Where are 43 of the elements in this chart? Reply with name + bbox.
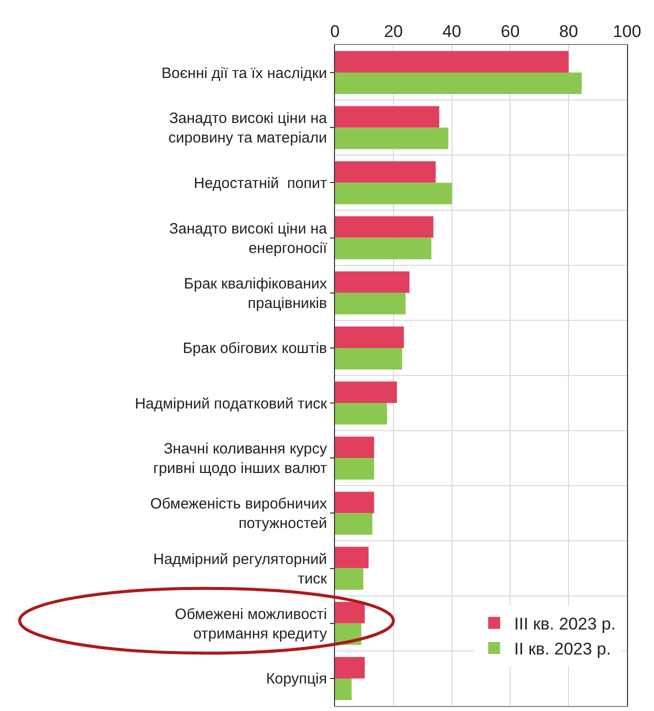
bar bbox=[335, 458, 374, 480]
legend-label: III кв. 2023 р. bbox=[514, 614, 616, 634]
bar bbox=[335, 513, 372, 535]
x-tick-label: 20 bbox=[384, 22, 403, 42]
bar bbox=[335, 656, 365, 678]
bar bbox=[335, 182, 452, 204]
bar bbox=[335, 292, 406, 314]
y-tick-label: Занадто високі ціни на сировину та матеріали bbox=[168, 110, 328, 147]
bar bbox=[335, 106, 440, 128]
y-tick-label: Надмірний податковий тиск bbox=[134, 395, 328, 412]
y-tick-label: Надмірний регуляторний тиск bbox=[153, 550, 328, 588]
bar bbox=[335, 128, 448, 150]
bar bbox=[335, 348, 402, 370]
bar bbox=[335, 161, 436, 183]
y-tick-label: Обмеженість виробничих потужностей bbox=[150, 496, 328, 532]
bar bbox=[335, 546, 369, 568]
x-tick-label: 0 bbox=[330, 22, 340, 42]
bar bbox=[335, 568, 364, 590]
x-tick-label: 40 bbox=[442, 22, 462, 42]
legend-label: II кв. 2023 р. bbox=[514, 640, 611, 659]
bar bbox=[335, 72, 582, 94]
y-tick-label: Брак кваліфікованих працівників bbox=[184, 275, 328, 312]
y-tick-label: Значні коливання курсу гривні щодо інших валют bbox=[153, 440, 328, 478]
bar bbox=[335, 382, 397, 404]
bar bbox=[335, 271, 410, 293]
bar bbox=[335, 492, 374, 514]
bar bbox=[335, 326, 404, 348]
bar bbox=[335, 602, 365, 624]
bar bbox=[335, 238, 432, 260]
y-tick-label: Занадто високі ціни на енергоносії bbox=[169, 220, 328, 257]
y-tick-label: Обмежені можливості отримання кредиту bbox=[174, 606, 328, 642]
y-tick-label: Недостатній попит bbox=[194, 174, 328, 192]
x-tick-label: 80 bbox=[559, 22, 578, 42]
y-tick-label: Корупція bbox=[266, 670, 327, 688]
x-tick-label: 60 bbox=[500, 22, 520, 42]
y-tick-label: Брак обігових коштів bbox=[182, 340, 328, 358]
bar bbox=[335, 678, 352, 700]
x-tick-label: 100 bbox=[612, 22, 642, 42]
bar bbox=[335, 216, 434, 238]
bar bbox=[335, 436, 374, 458]
bar bbox=[335, 403, 387, 425]
bar bbox=[335, 51, 569, 73]
y-tick-label: Воєнні дії та їх наслідки bbox=[162, 64, 327, 82]
